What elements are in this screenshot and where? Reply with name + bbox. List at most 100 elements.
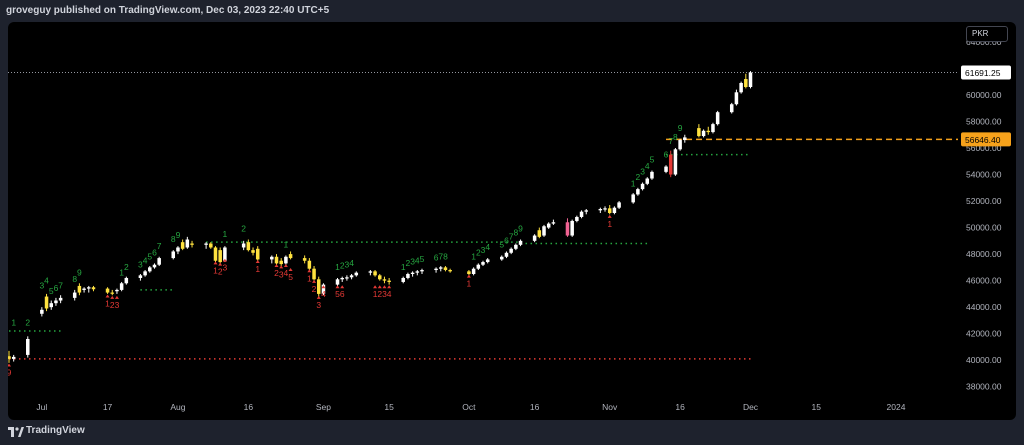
candle-body — [190, 243, 194, 245]
buy-setup-count: 8 — [443, 251, 448, 261]
candle-body — [49, 303, 53, 308]
price-tick-label: 46000.00 — [966, 276, 1002, 286]
candle-body — [204, 243, 208, 245]
buy-setup-count: 8 — [171, 234, 176, 244]
candle-body — [152, 264, 157, 268]
candle-body — [77, 285, 82, 293]
buy-setup-count: 1 — [471, 251, 476, 261]
candle-body — [241, 243, 246, 248]
candle-body — [307, 260, 312, 269]
sell-setup-count: 2 — [218, 267, 223, 277]
buy-setup-count: 2 — [406, 258, 411, 268]
candle-body — [748, 72, 753, 87]
sell-arrow-icon — [288, 267, 293, 271]
candle-body — [368, 271, 373, 273]
candle-body — [91, 287, 96, 290]
candle-body — [11, 356, 16, 359]
level-lines — [8, 72, 958, 360]
price-axis: 38000.00 40000.00 42000.00 44000.00 46000.00… — [966, 37, 1002, 392]
publish-info: groveguy published on TradingView.com, D… — [6, 5, 330, 16]
candle-body — [518, 240, 523, 245]
sell-arrow-icon — [255, 260, 260, 264]
buy-setup-count: 4 — [415, 255, 420, 265]
candle-body — [410, 272, 415, 274]
candle-body — [504, 252, 509, 257]
buy-setup-count: 1 — [284, 239, 289, 249]
price-tick-label: 38000.00 — [966, 382, 1002, 392]
buy-setup-count: 9 — [176, 230, 181, 240]
candle-body — [744, 79, 748, 87]
sell-arrow-icon — [8, 363, 11, 367]
sell-setup-count: 1 — [105, 299, 110, 309]
candle-body — [105, 288, 110, 293]
candle-body — [640, 183, 645, 190]
candle-body — [213, 247, 218, 261]
candle-body — [284, 256, 288, 264]
candle-body — [44, 296, 49, 309]
time-tick-label: Oct — [462, 402, 476, 412]
buy-setup-count: 8 — [72, 274, 77, 284]
time-axis: Jul 17 Aug 16 Sep 15 Oct 16 Nov 16 Dec 15 2024 — [36, 402, 905, 412]
candle-body — [471, 268, 476, 274]
buy-setup-count: 1 — [119, 267, 124, 277]
candle-body — [439, 267, 443, 269]
sell-setup-count: 1 — [467, 279, 472, 289]
buy-setup-count: 1 — [11, 318, 16, 328]
level-price-badge — [961, 132, 1011, 147]
sell-setup-count: 2 — [110, 300, 115, 310]
candle-body — [537, 230, 542, 237]
sell-setup-count: 3 — [279, 269, 284, 279]
buy-setup-count: 1 — [401, 262, 406, 272]
buy-setup-count: 3 — [39, 281, 44, 291]
buy-setup-count: 2 — [476, 247, 481, 257]
candle-body — [415, 271, 420, 273]
sell-setup-count: 9 — [8, 367, 12, 377]
candle-body — [87, 287, 91, 289]
footer: TradingView — [0, 420, 1024, 445]
sell-arrow-icon — [387, 285, 392, 289]
sell-arrow-icon — [377, 285, 382, 289]
sell-arrow-icon — [105, 294, 110, 298]
candle-body — [598, 209, 603, 211]
candle-body — [171, 251, 176, 259]
candle-body — [467, 271, 471, 274]
candle-body — [26, 338, 30, 355]
candle-body — [124, 277, 129, 284]
sell-setup-count: 1 — [607, 219, 612, 229]
sell-arrow-icon — [218, 262, 223, 266]
candle-body — [373, 271, 377, 276]
time-tick-label: 16 — [675, 402, 685, 412]
candle-body — [739, 83, 743, 93]
price-tick-label: 58000.00 — [966, 116, 1002, 126]
candle-body — [711, 124, 715, 133]
sell-setup-count: 3 — [223, 263, 228, 273]
candle-body — [697, 128, 701, 137]
currency-button[interactable]: PKR — [966, 26, 1008, 42]
sell-setup-count: 2 — [377, 289, 382, 299]
candle-body — [40, 309, 44, 314]
buy-setup-count: 9 — [77, 267, 82, 277]
tradingview-logo-icon — [8, 427, 24, 437]
sell-arrow-icon — [335, 285, 340, 289]
price-tick-label: 40000.00 — [966, 355, 1002, 365]
last-price-label: 61691.25 — [965, 68, 1001, 78]
candle-body — [340, 277, 344, 280]
candle-body — [148, 267, 152, 272]
candle-body — [584, 210, 589, 212]
candle-body — [673, 149, 678, 175]
buy-setup-count: 3 — [481, 245, 486, 255]
candle-body — [316, 279, 321, 294]
buy-setup-count: 4 — [645, 161, 650, 171]
price-tick-label: 50000.00 — [966, 223, 1002, 233]
sell-arrow-icon — [213, 261, 218, 265]
candle-body — [565, 222, 570, 236]
price-tick-label: 54000.00 — [966, 170, 1002, 180]
candle-body — [575, 216, 579, 221]
candle-body — [8, 356, 11, 359]
buy-setup-count: 4 — [485, 242, 490, 252]
candle-body — [636, 189, 640, 195]
candle-body — [176, 247, 180, 252]
sell-setup-count: 2 — [274, 268, 279, 278]
